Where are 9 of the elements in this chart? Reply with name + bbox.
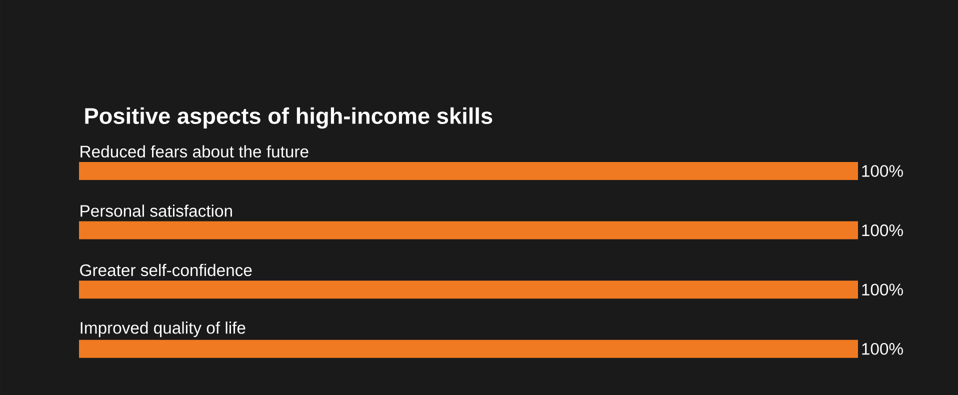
y-tick-label: Personal satisfaction — [80, 204, 232, 217]
y-tick-label: Reduced fears about the future — [80, 145, 308, 158]
data-label: 100% — [862, 284, 903, 296]
data-label: 100% — [862, 343, 903, 355]
data-label: 100% — [862, 165, 903, 177]
y-tick-label: Greater self-confidence — [80, 264, 252, 276]
y-tick-label: Improved quality of life — [80, 322, 246, 338]
chart-title: Positive aspects of high-income skills — [85, 107, 492, 129]
data-label: 100% — [862, 224, 903, 236]
